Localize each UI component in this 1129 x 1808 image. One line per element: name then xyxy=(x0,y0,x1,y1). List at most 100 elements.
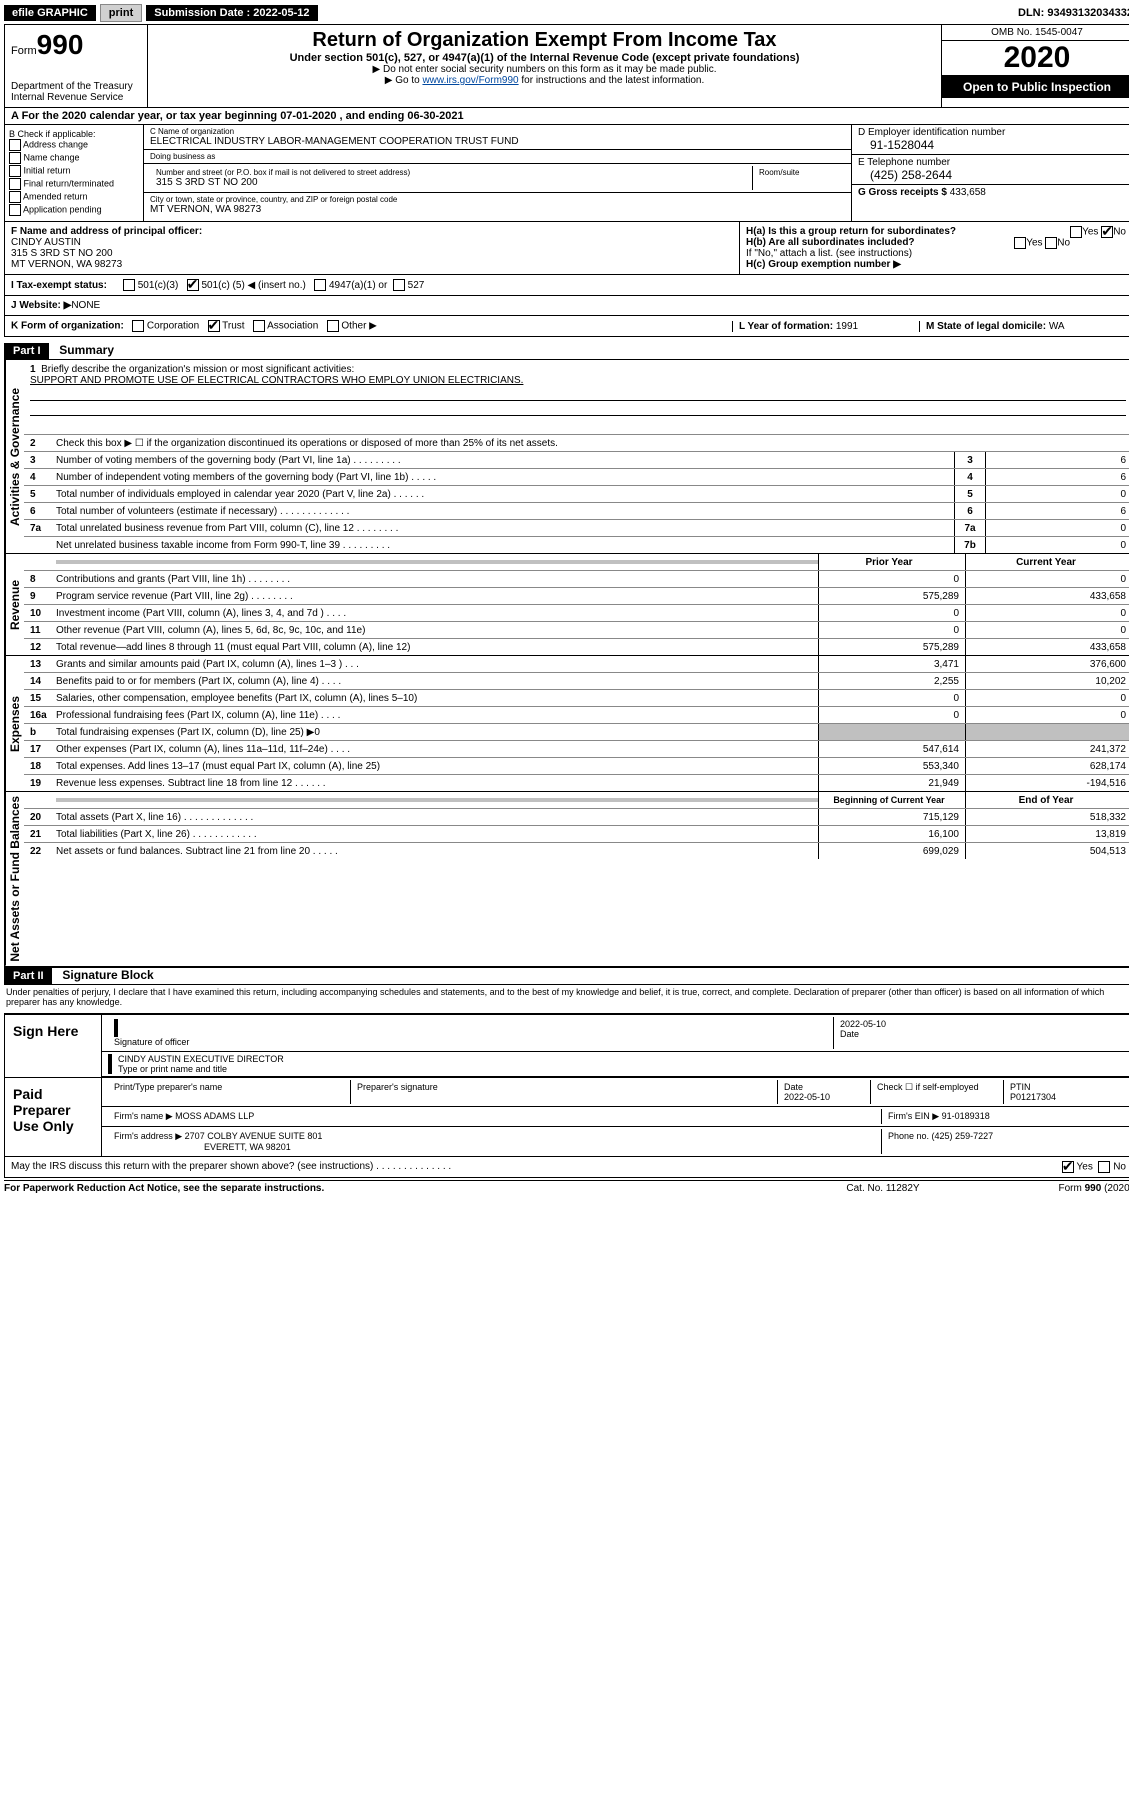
firm-ein-label: Firm's EIN ▶ xyxy=(888,1111,939,1121)
footer-left: For Paperwork Reduction Act Notice, see … xyxy=(4,1183,783,1194)
type-label: Type or print name and title xyxy=(118,1064,227,1074)
discuss-question: May the IRS discuss this return with the… xyxy=(11,1161,1062,1173)
officer-addr1: 315 S 3RD ST NO 200 xyxy=(11,248,113,259)
box-h: H(a) Is this a group return for subordin… xyxy=(740,222,1129,274)
kform-label: K Form of organization: xyxy=(11,321,124,332)
net-assets-label: Net Assets or Fund Balances xyxy=(5,792,24,966)
discuss-no-check[interactable] xyxy=(1098,1161,1110,1173)
ptin-label: PTIN xyxy=(1010,1082,1031,1092)
ha-yes-check[interactable] xyxy=(1070,226,1082,238)
4947-check[interactable] xyxy=(314,279,326,291)
part1-header: Part I xyxy=(5,343,49,359)
firm-phone: (425) 259-7227 xyxy=(932,1131,994,1141)
net-line: 20Total assets (Part X, line 16) . . . .… xyxy=(24,809,1129,826)
website-label: J Website: ▶ xyxy=(11,300,71,311)
sig-date: 2022-05-10 xyxy=(840,1019,1120,1029)
part1-title: Summary xyxy=(51,343,114,357)
firm-addr-label: Firm's address ▶ xyxy=(114,1131,182,1141)
tax-exempt-row: I Tax-exempt status: 501(c)(3) 501(c) ( … xyxy=(4,275,1129,296)
trust-check[interactable] xyxy=(208,320,220,332)
perjury-text: Under penalties of perjury, I declare th… xyxy=(4,985,1129,1009)
prep-sig-label: Preparer's signature xyxy=(351,1080,778,1104)
line-2: Check this box ▶ ☐ if the organization d… xyxy=(56,436,1129,451)
other-check[interactable] xyxy=(327,320,339,332)
summary-line: 3Number of voting members of the governi… xyxy=(24,452,1129,469)
part2-header: Part II xyxy=(5,968,52,984)
domicile-label: M State of legal domicile: xyxy=(926,321,1049,332)
revenue-line: 10Investment income (Part VIII, column (… xyxy=(24,605,1129,622)
officer-addr2: MT VERNON, WA 98273 xyxy=(11,259,122,270)
paid-prep-label: Paid Preparer Use Only xyxy=(5,1078,102,1156)
hb-no-check[interactable] xyxy=(1045,237,1057,249)
expense-line: bTotal fundraising expenses (Part IX, co… xyxy=(24,724,1129,741)
website-row: J Website: ▶ NONE xyxy=(4,296,1129,316)
discuss-row: May the IRS discuss this return with the… xyxy=(4,1157,1129,1178)
footer-mid: Cat. No. 11282Y xyxy=(783,1183,983,1194)
527-check[interactable] xyxy=(393,279,405,291)
summary-line: 6Total number of volunteers (estimate if… xyxy=(24,503,1129,520)
officer-name: CINDY AUSTIN xyxy=(11,237,81,248)
instruction-2: ▶ Go to www.irs.gov/Form990 for instruct… xyxy=(152,75,937,86)
dba-label: Doing business as xyxy=(150,152,845,161)
firm-phone-label: Phone no. xyxy=(888,1131,932,1141)
501c-check[interactable] xyxy=(187,279,199,291)
ha-no-check[interactable] xyxy=(1101,226,1113,238)
domicile: WA xyxy=(1049,321,1065,332)
date-label: Date xyxy=(840,1029,859,1039)
header-left: Form990 Department of the Treasury Inter… xyxy=(5,25,148,107)
signature-block: Sign Here Signature of officer 2022-05-1… xyxy=(4,1013,1129,1157)
revenue-line: 12Total revenue—add lines 8 through 11 (… xyxy=(24,639,1129,655)
hb-yes-check[interactable] xyxy=(1014,237,1026,249)
prior-year-header: Prior Year xyxy=(818,554,965,570)
firm-addr1: 2707 COLBY AVENUE SUITE 801 xyxy=(185,1131,323,1141)
sig-officer-label: Signature of officer xyxy=(114,1037,189,1047)
app-pending-check[interactable]: Application pending xyxy=(9,204,139,216)
assoc-check[interactable] xyxy=(253,320,265,332)
addr-value: 315 S 3RD ST NO 200 xyxy=(156,177,746,188)
instr2-post: for instructions and the latest informat… xyxy=(519,75,705,86)
print-button[interactable]: print xyxy=(100,4,142,22)
current-year-header: Current Year xyxy=(965,554,1129,570)
part-2: Part II Signature Block xyxy=(4,967,1129,985)
header-mid: Return of Organization Exempt From Incom… xyxy=(148,25,941,107)
tax-exempt-label: I Tax-exempt status: xyxy=(11,280,107,291)
expense-line: 17Other expenses (Part IX, column (A), l… xyxy=(24,741,1129,758)
initial-return-check[interactable]: Initial return xyxy=(9,165,139,177)
box-f: F Name and address of principal officer:… xyxy=(5,222,740,274)
self-employed-check[interactable]: Check ☐ if self-employed xyxy=(871,1080,1004,1104)
footer-right: Form 990 (2020) xyxy=(983,1183,1129,1194)
ein-value: 91-1528044 xyxy=(858,138,1126,152)
footer: For Paperwork Reduction Act Notice, see … xyxy=(4,1180,1129,1194)
irs-link[interactable]: www.irs.gov/Form990 xyxy=(422,75,518,86)
phone-label: E Telephone number xyxy=(858,157,1126,168)
instr2-pre: ▶ Go to xyxy=(385,75,423,86)
501c3-check[interactable] xyxy=(123,279,135,291)
year-formation: 1991 xyxy=(836,321,858,332)
expenses-label: Expenses xyxy=(5,656,24,791)
year-formation-label: L Year of formation: xyxy=(739,321,836,332)
firm-ein: 91-0189318 xyxy=(942,1111,990,1121)
dln-label: DLN: 93493132034332 xyxy=(1018,7,1129,19)
expense-line: 14Benefits paid to or for members (Part … xyxy=(24,673,1129,690)
expenses-section: Expenses 13Grants and similar amounts pa… xyxy=(4,656,1129,792)
org-name-label: C Name of organization xyxy=(150,127,845,136)
main-title: Return of Organization Exempt From Incom… xyxy=(152,29,937,52)
gross-receipts-value: 433,658 xyxy=(950,187,986,198)
governance-label: Activities & Governance xyxy=(5,360,24,553)
governance-section: Activities & Governance 1 Briefly descri… xyxy=(4,360,1129,554)
box-b: B Check if applicable: Address change Na… xyxy=(5,125,144,221)
revenue-line: 11Other revenue (Part VIII, column (A), … xyxy=(24,622,1129,639)
addr-change-check[interactable]: Address change xyxy=(9,139,139,151)
corp-check[interactable] xyxy=(132,320,144,332)
discuss-yes-check[interactable] xyxy=(1062,1161,1074,1173)
end-year-header: End of Year xyxy=(965,792,1129,808)
name-change-check[interactable]: Name change xyxy=(9,152,139,164)
summary-line: 5Total number of individuals employed in… xyxy=(24,486,1129,503)
room-label: Room/suite xyxy=(759,168,839,177)
city-label: City or town, state or province, country… xyxy=(150,195,845,204)
hb-note: If "No," attach a list. (see instruction… xyxy=(746,248,1126,259)
box-b-label: B Check if applicable: xyxy=(9,129,139,139)
final-return-check[interactable]: Final return/terminated xyxy=(9,178,139,190)
website-value: NONE xyxy=(71,300,100,311)
amended-return-check[interactable]: Amended return xyxy=(9,191,139,203)
